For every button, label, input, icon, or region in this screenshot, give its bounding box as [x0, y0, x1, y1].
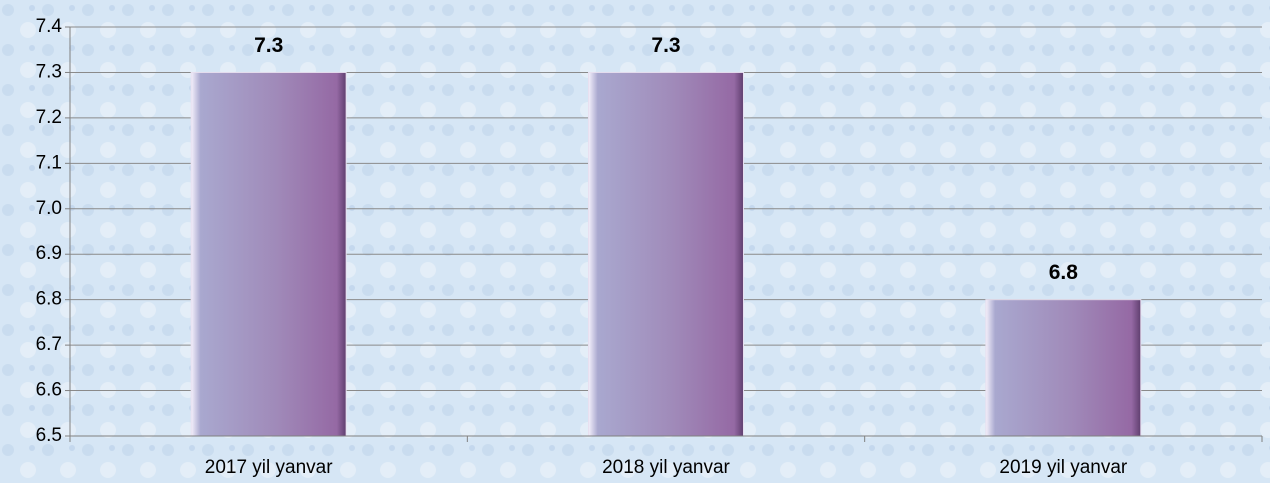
y-tick-label: 6.8 — [36, 289, 62, 310]
x-tick-label: 2019 yil yanvar — [999, 457, 1127, 478]
y-tick-label: 7.1 — [36, 152, 62, 173]
y-tick-label: 7.4 — [36, 16, 63, 37]
value-label: 7.3 — [651, 34, 680, 57]
y-tick-label: 6.5 — [36, 425, 62, 446]
x-tick-label: 2018 yil yanvar — [602, 457, 730, 478]
bar — [588, 71, 744, 437]
bar — [985, 299, 1142, 437]
value-label: 7.3 — [254, 34, 283, 57]
y-tick-label: 7.0 — [36, 198, 62, 219]
y-tick-label: 6.9 — [36, 243, 62, 264]
x-tick-label: 2017 yil yanvar — [205, 457, 333, 478]
value-label: 6.8 — [1049, 261, 1079, 284]
y-tick-label: 7.3 — [36, 61, 62, 82]
y-tick-label: 7.2 — [36, 107, 62, 128]
y-tick-label: 6.6 — [36, 380, 62, 401]
bar — [190, 71, 347, 437]
y-tick-label: 6.7 — [36, 334, 62, 355]
